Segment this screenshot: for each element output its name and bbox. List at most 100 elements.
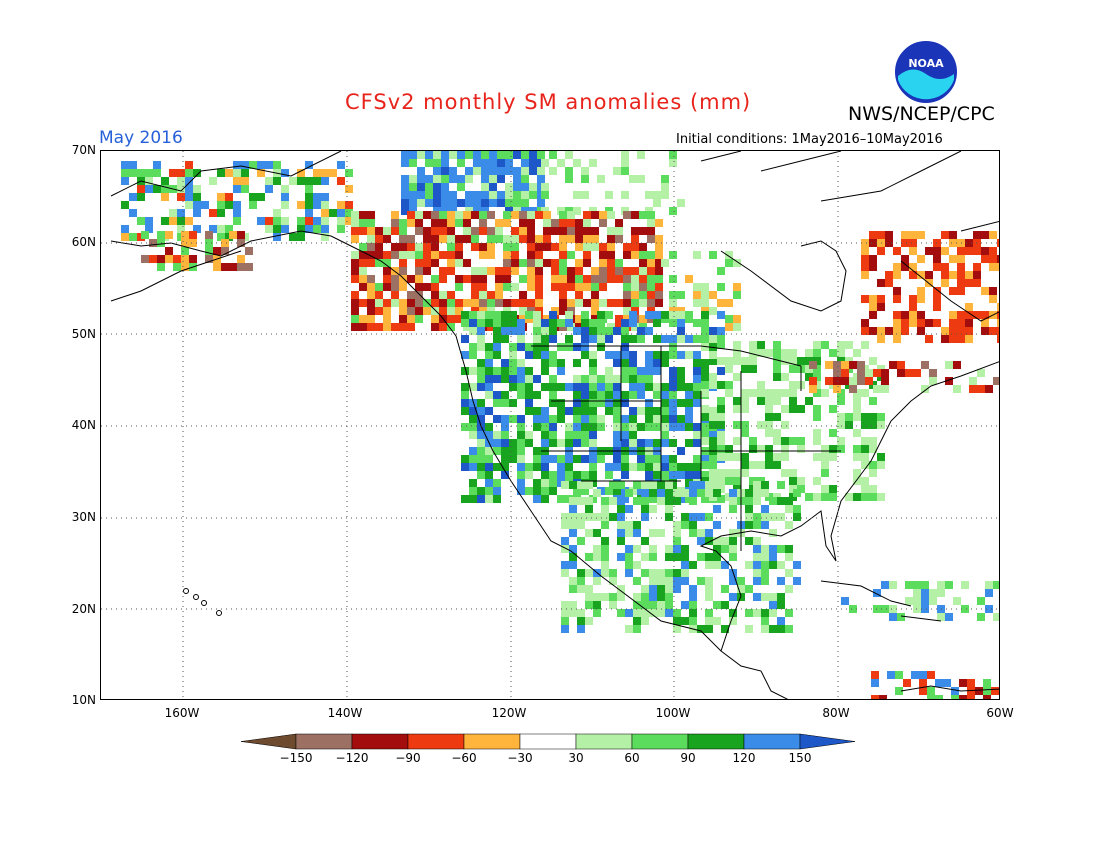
anomaly-cell	[821, 445, 829, 453]
anomaly-cell	[785, 497, 793, 505]
anomaly-cell	[781, 397, 789, 405]
anomaly-cell	[559, 283, 567, 291]
anomaly-cell	[415, 299, 423, 307]
anomaly-cell	[761, 521, 769, 529]
anomaly-cell	[869, 397, 877, 405]
anomaly-cell	[591, 275, 599, 283]
anomaly-cell	[359, 243, 367, 251]
anomaly-cell	[813, 349, 821, 357]
anomaly-cell	[725, 299, 733, 307]
anomaly-cell	[525, 463, 533, 471]
anomaly-cell	[929, 377, 937, 385]
anomaly-cell	[989, 295, 997, 303]
anomaly-cell	[665, 601, 673, 609]
anomaly-cell	[469, 447, 477, 455]
anomaly-cell	[471, 267, 479, 275]
anomaly-cell	[633, 545, 641, 553]
anomaly-cell	[399, 275, 407, 283]
anomaly-cell	[765, 421, 773, 429]
anomaly-cell	[509, 327, 517, 335]
anomaly-cell	[637, 327, 645, 335]
anomaly-cell	[217, 193, 225, 201]
anomaly-cell	[741, 397, 749, 405]
anomaly-cell	[583, 243, 591, 251]
anomaly-cell	[533, 351, 541, 359]
anomaly-cell	[925, 319, 933, 327]
anomaly-cell	[729, 577, 737, 585]
anomaly-cell	[305, 161, 313, 169]
anomaly-cell	[569, 545, 577, 553]
anomaly-cell	[525, 375, 533, 383]
anomaly-cell	[701, 389, 709, 397]
anomaly-cell	[877, 247, 885, 255]
anomaly-cell	[525, 407, 533, 415]
anomaly-cell	[517, 391, 525, 399]
anomaly-cell	[621, 159, 629, 167]
anomaly-cell	[465, 199, 473, 207]
colorbar-label: 30	[568, 751, 584, 765]
anomaly-cell	[877, 405, 885, 413]
anomaly-cell	[493, 487, 501, 495]
anomaly-cell	[583, 235, 591, 243]
anomaly-cell	[615, 299, 623, 307]
anomaly-cell	[485, 367, 493, 375]
anomaly-cell	[973, 279, 981, 287]
anomaly-cell	[717, 267, 725, 275]
anomaly-cell	[439, 291, 447, 299]
anomaly-cell	[205, 239, 213, 247]
anomaly-cell	[789, 365, 797, 373]
anomaly-cell	[645, 375, 653, 383]
anomaly-cell	[297, 233, 305, 241]
anomaly-cell	[753, 569, 761, 577]
anomaly-cell	[841, 377, 849, 385]
anomaly-cell	[893, 271, 901, 279]
anomaly-cell	[881, 369, 889, 377]
anomaly-cell	[949, 255, 957, 263]
anomaly-cell	[541, 423, 549, 431]
anomaly-cell	[609, 601, 617, 609]
anomaly-cell	[793, 505, 801, 513]
anomaly-cell	[741, 429, 749, 437]
anomaly-cell	[677, 463, 685, 471]
anomaly-cell	[829, 445, 837, 453]
anomaly-cell	[793, 577, 801, 585]
anomaly-cell	[423, 259, 431, 267]
anomaly-cell	[621, 151, 629, 159]
anomaly-cell	[585, 513, 593, 521]
anomaly-cell	[477, 439, 485, 447]
anomaly-cell	[517, 487, 525, 495]
anomaly-cell	[893, 295, 901, 303]
anomaly-cell	[701, 291, 709, 299]
anomaly-cell	[869, 231, 877, 239]
anomaly-cell	[729, 553, 737, 561]
anomaly-cell	[517, 447, 525, 455]
anomaly-cell	[485, 455, 493, 463]
anomaly-cell	[561, 609, 569, 617]
anomaly-cell	[661, 455, 669, 463]
anomaly-cell	[625, 529, 633, 537]
anomaly-cell	[605, 335, 613, 343]
anomaly-cell	[513, 151, 521, 159]
anomaly-cell	[885, 271, 893, 279]
anomaly-cell	[709, 455, 717, 463]
anomaly-cell	[685, 391, 693, 399]
anomaly-cell	[645, 471, 653, 479]
anomaly-cell	[461, 495, 469, 503]
anomaly-cell	[677, 335, 685, 343]
anomaly-cell	[813, 405, 821, 413]
anomaly-cell	[677, 327, 685, 335]
anomaly-cell	[745, 489, 753, 497]
anomaly-cell	[989, 287, 997, 295]
anomaly-cell	[485, 431, 493, 439]
anomaly-cell	[621, 431, 629, 439]
anomaly-cell	[941, 231, 949, 239]
anomaly-cell	[581, 471, 589, 479]
anomaly-cell	[733, 389, 741, 397]
anomaly-cell	[557, 471, 565, 479]
anomaly-cell	[637, 463, 645, 471]
anomaly-cell	[141, 255, 149, 263]
anomaly-cell	[589, 335, 597, 343]
anomaly-cell	[617, 553, 625, 561]
anomaly-cell	[709, 469, 717, 477]
anomaly-cell	[633, 529, 641, 537]
